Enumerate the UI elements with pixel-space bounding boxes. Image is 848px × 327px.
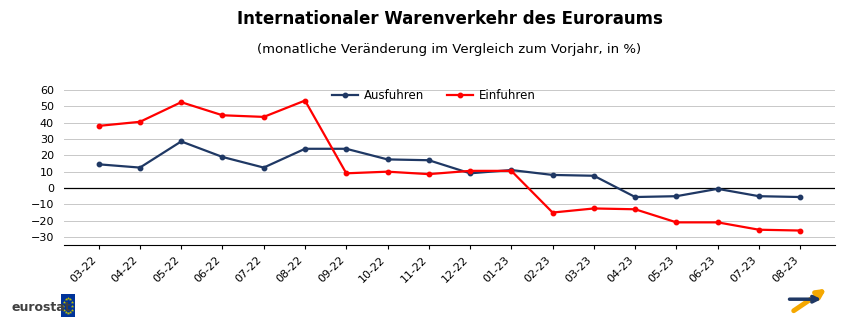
Legend: Ausfuhren, Einfuhren: Ausfuhren, Einfuhren bbox=[327, 84, 541, 107]
Ausfuhren bbox=[135, 165, 145, 169]
Einfuhren bbox=[217, 113, 227, 117]
Einfuhren bbox=[589, 207, 599, 211]
Einfuhren bbox=[176, 100, 187, 104]
Ausfuhren bbox=[672, 194, 682, 198]
Ausfuhren bbox=[712, 187, 722, 191]
Line: Ausfuhren: Ausfuhren bbox=[97, 139, 802, 199]
Ausfuhren bbox=[93, 163, 103, 166]
Einfuhren bbox=[754, 228, 764, 232]
Einfuhren bbox=[465, 169, 475, 173]
Line: Einfuhren: Einfuhren bbox=[97, 98, 802, 233]
Ausfuhren bbox=[589, 174, 599, 178]
Ausfuhren bbox=[259, 165, 269, 169]
Ausfuhren bbox=[341, 147, 351, 151]
Einfuhren bbox=[506, 169, 516, 173]
Einfuhren bbox=[712, 220, 722, 224]
Ausfuhren bbox=[300, 147, 310, 151]
Ausfuhren bbox=[382, 157, 393, 161]
Ausfuhren bbox=[217, 155, 227, 159]
Einfuhren bbox=[259, 115, 269, 119]
Text: (monatliche Veränderung im Vergleich zum Vorjahr, in %): (monatliche Veränderung im Vergleich zum… bbox=[258, 43, 641, 56]
Ausfuhren bbox=[176, 139, 187, 143]
Ausfuhren bbox=[548, 173, 558, 177]
Einfuhren bbox=[93, 124, 103, 128]
Einfuhren bbox=[341, 171, 351, 175]
Einfuhren bbox=[672, 220, 682, 224]
Einfuhren bbox=[548, 211, 558, 215]
Einfuhren bbox=[382, 170, 393, 174]
Einfuhren bbox=[424, 172, 434, 176]
Einfuhren bbox=[630, 207, 640, 211]
Text: Internationaler Warenverkehr des Euroraums: Internationaler Warenverkehr des Eurorau… bbox=[237, 10, 662, 28]
Text: eurostat: eurostat bbox=[11, 301, 70, 314]
Einfuhren bbox=[300, 99, 310, 103]
Ausfuhren bbox=[754, 194, 764, 198]
Ausfuhren bbox=[465, 171, 475, 175]
Einfuhren bbox=[795, 229, 806, 232]
Ausfuhren bbox=[795, 195, 806, 199]
Ausfuhren bbox=[506, 168, 516, 172]
Einfuhren bbox=[135, 120, 145, 124]
Ausfuhren bbox=[424, 158, 434, 162]
Ausfuhren bbox=[630, 195, 640, 199]
